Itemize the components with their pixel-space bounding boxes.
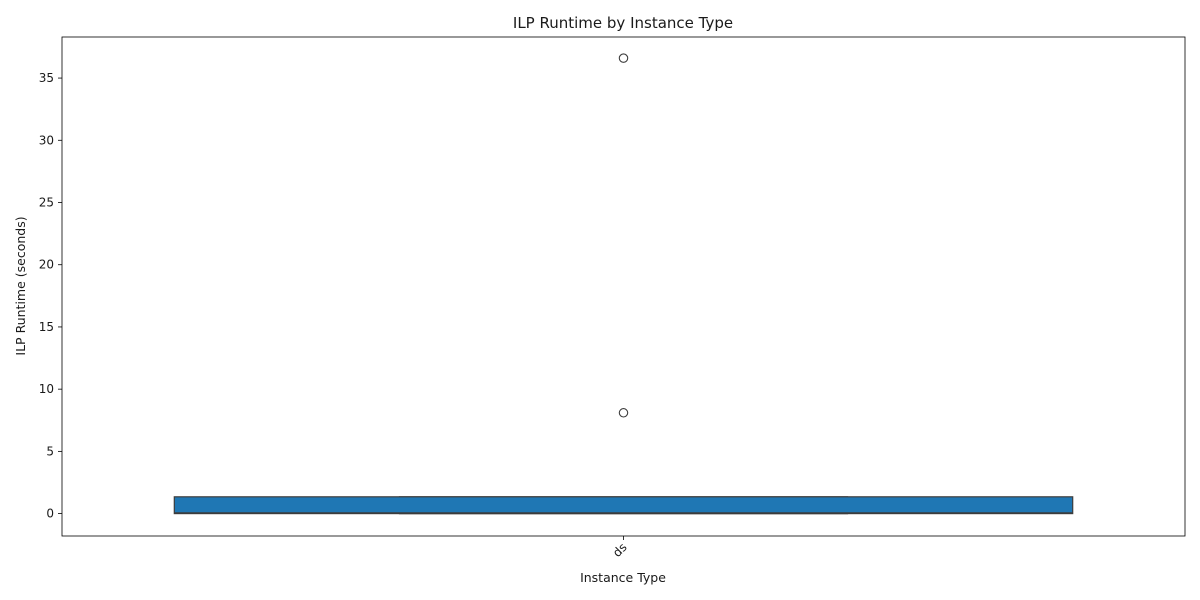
y-tick-label: 10 (39, 382, 54, 396)
outlier-point (618, 53, 629, 63)
y-axis-label: ILP Runtime (seconds) (13, 216, 28, 355)
y-tick-label: 0 (46, 507, 54, 521)
y-tick-label: 35 (39, 71, 54, 85)
y-tick-label: 25 (39, 196, 54, 210)
x-tick-label: ds (610, 540, 630, 560)
y-tick-label: 30 (39, 133, 54, 147)
axes-frame (61, 36, 1186, 537)
chart-title: ILP Runtime by Instance Type (513, 14, 733, 32)
x-axis-label: Instance Type (580, 570, 666, 585)
outlier-point (618, 408, 629, 418)
y-tick-label: 5 (46, 444, 54, 458)
y-tick-label: 20 (39, 258, 54, 272)
plot-area: 0 5 10 15 20 25 30 35 ds (39, 36, 1186, 560)
box-iqr (173, 496, 1074, 515)
y-tick-label: 15 (39, 320, 54, 334)
